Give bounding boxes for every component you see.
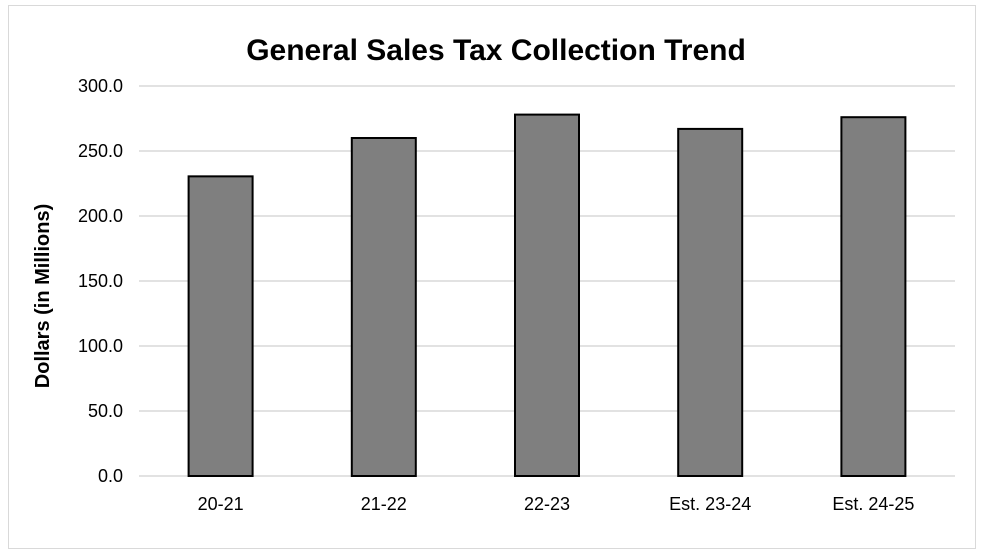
bar bbox=[677, 127, 744, 478]
bar bbox=[187, 175, 254, 477]
bar bbox=[840, 116, 907, 477]
bar bbox=[350, 137, 417, 477]
x-tick-label: 22-23 bbox=[524, 494, 570, 514]
chart-title: General Sales Tax Collection Trend bbox=[246, 34, 746, 67]
x-tick-label: 20-21 bbox=[198, 494, 244, 514]
bars bbox=[187, 113, 907, 478]
y-axis-label: Dollars (in Millions) bbox=[32, 204, 54, 388]
x-tick-label: Est. 23-24 bbox=[669, 494, 751, 514]
y-tick-label: 100.0 bbox=[78, 336, 123, 356]
x-axis-ticks: 20-21 21-22 22-23 Est. 23-24 Est. 24-25 bbox=[198, 494, 915, 514]
y-tick-label: 0.0 bbox=[98, 466, 123, 486]
bar bbox=[514, 113, 580, 477]
y-tick-label: 250.0 bbox=[78, 141, 123, 161]
bar-chart: General Sales Tax Collection Trend Dolla… bbox=[32, 34, 955, 514]
x-tick-label: Est. 24-25 bbox=[832, 494, 914, 514]
y-axis-ticks: 0.0 50.0 100.0 150.0 200.0 250.0 300.0 bbox=[78, 76, 123, 486]
x-tick-label: 21-22 bbox=[361, 494, 407, 514]
y-tick-label: 50.0 bbox=[88, 401, 123, 421]
chart-frame: General Sales Tax Collection Trend Dolla… bbox=[8, 5, 976, 549]
y-tick-label: 200.0 bbox=[78, 206, 123, 226]
y-tick-label: 150.0 bbox=[78, 271, 123, 291]
y-tick-label: 300.0 bbox=[78, 76, 123, 96]
